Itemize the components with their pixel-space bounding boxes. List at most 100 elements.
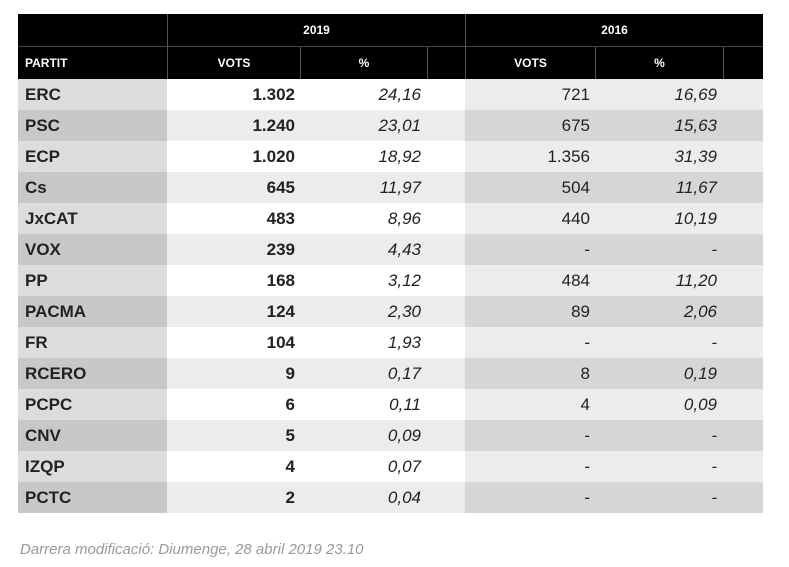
header-spacer-2019 [427, 47, 465, 79]
party-cell: IZQP [18, 451, 167, 482]
spacer-cell [427, 141, 465, 172]
spacer-cell [723, 389, 763, 420]
party-cell: RCERO [18, 358, 167, 389]
spacer-cell [427, 203, 465, 234]
table-row: PSC 1.240 23,01 675 15,63 [18, 110, 763, 141]
pct-2016-cell: - [595, 451, 723, 482]
party-cell: PACMA [18, 296, 167, 327]
spacer-cell [427, 296, 465, 327]
spacer-cell [427, 482, 465, 513]
spacer-cell [427, 172, 465, 203]
spacer-cell [723, 110, 763, 141]
pct-2019-cell: 1,93 [300, 327, 427, 358]
votes-2016-cell: 484 [465, 265, 595, 296]
table-row: PCPC 6 0,11 4 0,09 [18, 389, 763, 420]
party-cell: ERC [18, 79, 167, 110]
votes-2019-cell: 4 [167, 451, 300, 482]
pct-2016-cell: 11,67 [595, 172, 723, 203]
party-cell: PSC [18, 110, 167, 141]
votes-2016-cell: - [465, 482, 595, 513]
pct-2019-cell: 11,97 [300, 172, 427, 203]
year-2019-header: 2019 [167, 14, 465, 46]
party-cell: VOX [18, 234, 167, 265]
votes-2019-cell: 1.020 [167, 141, 300, 172]
votes-2016-cell: - [465, 420, 595, 451]
party-cell: PP [18, 265, 167, 296]
party-cell: PCPC [18, 389, 167, 420]
table-row: VOX 239 4,43 - - [18, 234, 763, 265]
pct-2019-cell: 23,01 [300, 110, 427, 141]
spacer-cell [723, 451, 763, 482]
pct-2016-cell: 16,69 [595, 79, 723, 110]
votes-2019-cell: 1.302 [167, 79, 300, 110]
table-row: ERC 1.302 24,16 721 16,69 [18, 79, 763, 110]
spacer-cell [427, 358, 465, 389]
table-row: Cs 645 11,97 504 11,67 [18, 172, 763, 203]
pct-2019-cell: 0,07 [300, 451, 427, 482]
party-cell: PCTC [18, 482, 167, 513]
pct-2016-cell: 0,19 [595, 358, 723, 389]
pct-2016-cell: - [595, 234, 723, 265]
spacer-cell [723, 296, 763, 327]
last-modified-note: Darrera modificació: Diumenge, 28 abril … [20, 541, 364, 558]
table-row: ECP 1.020 18,92 1.356 31,39 [18, 141, 763, 172]
votes-2019-cell: 6 [167, 389, 300, 420]
table-row: PACMA 124 2,30 89 2,06 [18, 296, 763, 327]
votes-2019-cell: 483 [167, 203, 300, 234]
votes-2016-cell: - [465, 234, 595, 265]
header-spacer-2016 [723, 47, 763, 79]
votes-2016-column-header: VOTS [465, 47, 595, 79]
votes-2016-cell: 504 [465, 172, 595, 203]
pct-2016-cell: 31,39 [595, 141, 723, 172]
pct-2019-cell: 24,16 [300, 79, 427, 110]
spacer-cell [723, 327, 763, 358]
votes-2016-cell: 1.356 [465, 141, 595, 172]
pct-2016-cell: 10,19 [595, 203, 723, 234]
pct-2019-cell: 2,30 [300, 296, 427, 327]
party-cell: JxCAT [18, 203, 167, 234]
spacer-cell [427, 234, 465, 265]
party-cell: ECP [18, 141, 167, 172]
votes-2019-cell: 5 [167, 420, 300, 451]
spacer-cell [723, 79, 763, 110]
table-row: RCERO 9 0,17 8 0,19 [18, 358, 763, 389]
spacer-cell [723, 234, 763, 265]
votes-2016-cell: 8 [465, 358, 595, 389]
pct-2019-cell: 4,43 [300, 234, 427, 265]
spacer-cell [723, 482, 763, 513]
pct-2016-column-header: % [595, 47, 723, 79]
pct-2016-cell: 0,09 [595, 389, 723, 420]
votes-2016-cell: 675 [465, 110, 595, 141]
votes-2019-cell: 9 [167, 358, 300, 389]
pct-2019-cell: 8,96 [300, 203, 427, 234]
results-table: 2019 2016 PARTIT VOTS % VOTS % ERC 1.302… [18, 14, 763, 513]
votes-2016-cell: - [465, 451, 595, 482]
spacer-cell [723, 203, 763, 234]
votes-2019-cell: 104 [167, 327, 300, 358]
table-row: JxCAT 483 8,96 440 10,19 [18, 203, 763, 234]
pct-2016-cell: - [595, 420, 723, 451]
pct-2016-cell: 2,06 [595, 296, 723, 327]
votes-2016-cell: - [465, 327, 595, 358]
party-column-header: PARTIT [25, 56, 68, 70]
votes-2016-cell: 4 [465, 389, 595, 420]
pct-2016-cell: - [595, 327, 723, 358]
pct-2019-column-header: % [300, 47, 427, 79]
year-2016-header: 2016 [465, 14, 763, 46]
party-cell: FR [18, 327, 167, 358]
pct-2019-cell: 0,11 [300, 389, 427, 420]
spacer-cell [723, 358, 763, 389]
votes-2019-cell: 239 [167, 234, 300, 265]
spacer-cell [427, 327, 465, 358]
year-header-row: 2019 2016 [18, 14, 763, 46]
table-row: CNV 5 0,09 - - [18, 420, 763, 451]
table-row: PCTC 2 0,04 - - [18, 482, 763, 513]
pct-2016-cell: 11,20 [595, 265, 723, 296]
spacer-cell [427, 389, 465, 420]
year-header-blank [18, 14, 167, 46]
pct-2019-cell: 3,12 [300, 265, 427, 296]
table-row: IZQP 4 0,07 - - [18, 451, 763, 482]
pct-2016-cell: - [595, 482, 723, 513]
spacer-cell [427, 79, 465, 110]
votes-2019-cell: 2 [167, 482, 300, 513]
